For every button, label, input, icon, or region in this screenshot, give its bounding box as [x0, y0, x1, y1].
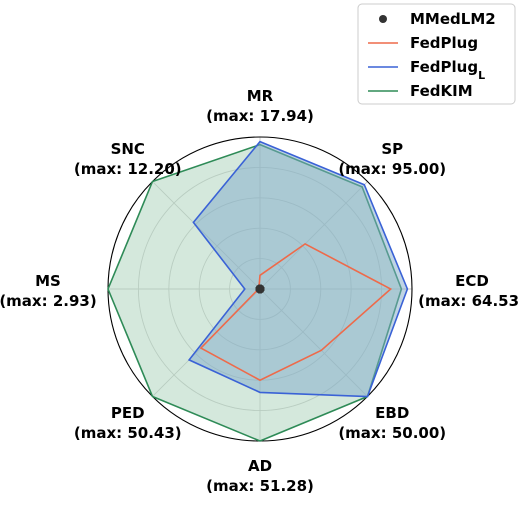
legend-box	[357, 3, 516, 105]
series-layer	[107, 140, 409, 442]
axis-label-ebd: EBD	[375, 404, 409, 422]
axis-max-sp: (max: 95.00)	[338, 160, 446, 178]
axis-label-ad: AD	[248, 457, 272, 475]
legend-label-fedplug-l: FedPlugL	[410, 58, 485, 82]
legend-label-fedkim: FedKIM	[410, 82, 473, 100]
axis-label-snc: SNC	[111, 140, 145, 158]
axis-labels: MR (max: 17.94) SP (max: 95.00) ECD (max: 64.…	[0, 87, 520, 495]
legend-label-fedplug: FedPlug	[410, 34, 478, 52]
series-mmedlm2-point	[255, 284, 265, 294]
series-fedplug-l-polygon	[187, 140, 409, 398]
legend-marker-mmedlm2	[379, 15, 387, 23]
axis-max-snc: (max: 12.20)	[74, 160, 182, 178]
axis-max-ad: (max: 51.28)	[206, 477, 314, 495]
axis-label-sp: SP	[381, 140, 403, 158]
axis-max-ms: (max: 2.93)	[0, 292, 97, 310]
axis-max-mr: (max: 17.94)	[206, 107, 314, 125]
axis-label-mr: MR	[247, 87, 274, 105]
axis-max-ecd: (max: 64.53)	[418, 292, 520, 310]
axis-max-ped: (max: 50.43)	[74, 424, 182, 442]
axis-label-ms: MS	[35, 272, 61, 290]
axis-max-ebd: (max: 50.00)	[338, 424, 446, 442]
axis-label-ped: PED	[111, 404, 145, 422]
axis-label-ecd: ECD	[455, 272, 489, 290]
legend-label-mmedlm2: MMedLM2	[410, 10, 496, 28]
